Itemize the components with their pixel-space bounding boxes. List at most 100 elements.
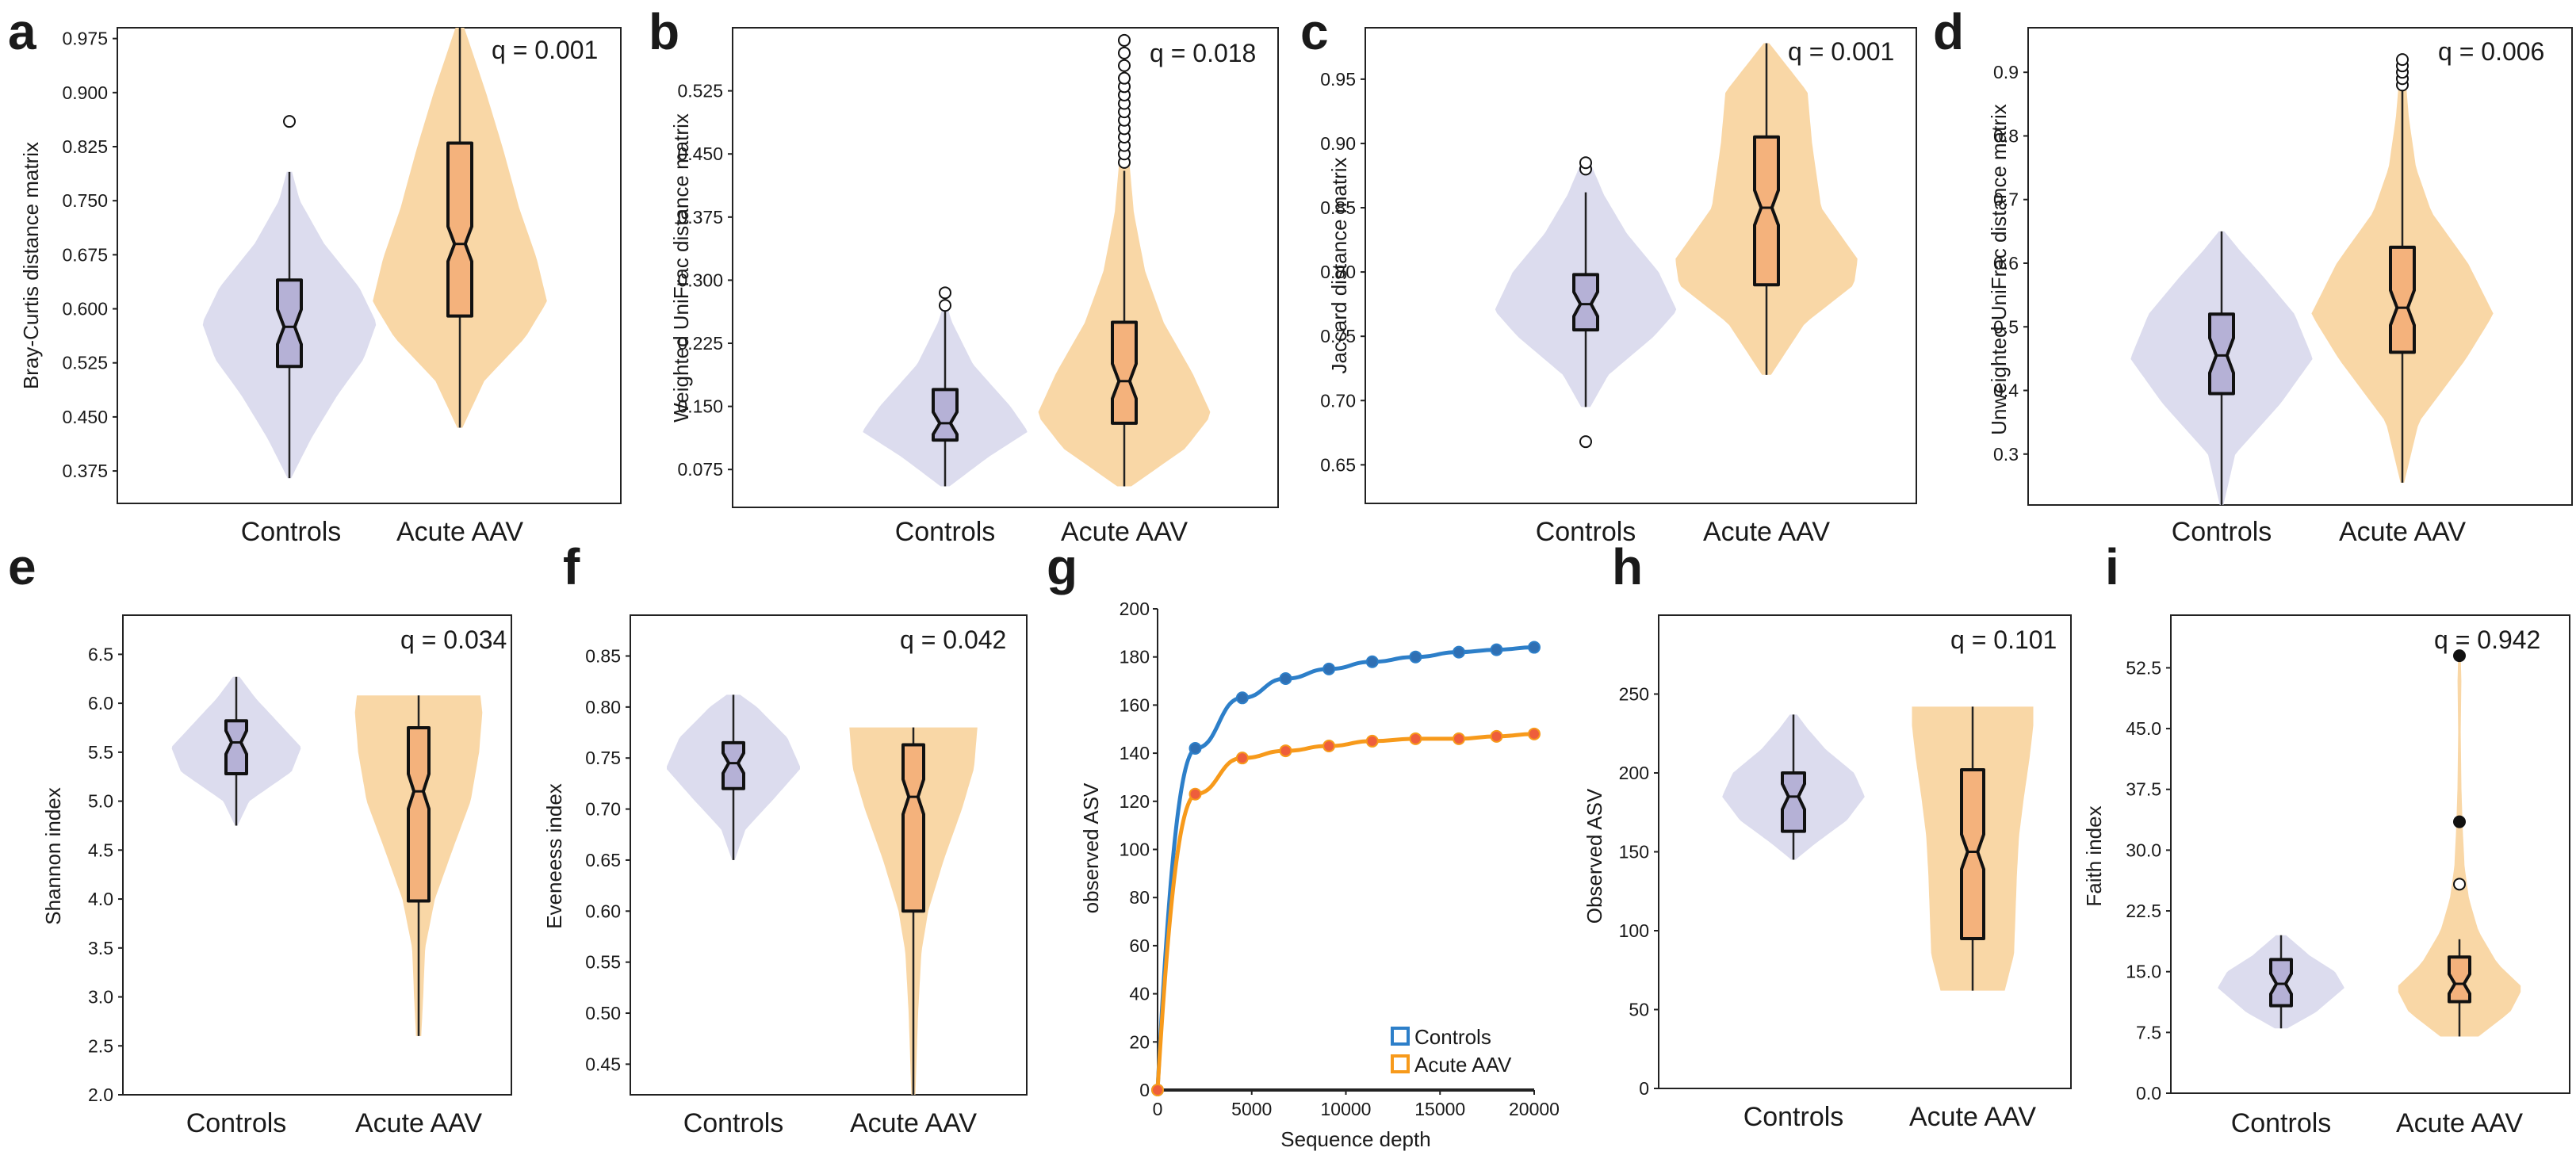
y-tick-label: 0.9 [1993,62,2019,82]
box-acute [407,726,431,903]
data-point-acute [1453,732,1465,745]
y-tick-label: 0.65 [1320,454,1356,475]
y-tick-label: 0.750 [62,190,108,211]
outlier-acute [1118,71,1131,85]
x-tick-label: 5000 [1231,1099,1272,1119]
q-value-e: q = 0.034 [400,625,507,654]
y-tick-label: 0.0 [2136,1083,2161,1104]
y-axis-label-d: Unweighted UniFrac distance matrix [1987,104,2011,435]
y-tick-label: 0.150 [677,396,723,417]
panel-g: g observed ASV Sequence depth 0 20 40 60 80 1… [1047,538,1560,1151]
y-tick-label: 30.0 [2126,840,2161,860]
x-tick-label: 10000 [1321,1099,1372,1119]
axes-g: 0 20 40 60 80 100 120 140 160 180 200 0 5000 10000 150… [1120,599,1560,1119]
data-point-acute [1235,752,1249,765]
panel-d: d q = 0.006 Unweighted UniFrac distance … [1933,3,2573,547]
data-point-controls [1365,655,1379,668]
y-tick-label: 0.60 [585,901,621,921]
q-value-i: q = 0.942 [2434,625,2540,654]
y-tick-label: 0.6 [1993,253,2019,273]
plot-frame-a [117,27,622,504]
data-point-acute [1528,727,1541,740]
violins-e [171,676,483,1036]
category-label-acute-a: Acute AAV [396,517,523,547]
q-value-c: q = 0.001 [1788,37,1894,66]
outlier-acute [2453,878,2466,891]
data-point-acute [1490,729,1503,743]
series-line-acute [1155,732,1535,1091]
box-controls [276,278,303,369]
y-tick-label: 40 [1129,984,1150,1004]
panel-h: h q = 0.101 Observed ASV 0 50 100 150 200 250… [1583,538,2072,1132]
y-tick-label: 0.525 [62,353,108,373]
violins-f [667,694,978,1095]
category-label-acute-b: Acute AAV [1061,517,1188,547]
violins-b [863,33,1211,487]
y-tick-label: 180 [1120,647,1150,667]
y-axis-label-b: Weighted UniFrac distance matrix [669,113,693,423]
y-ticks-a: 0.375 0.450 0.525 0.600 0.675 0.750 0.825 0.900… [62,29,117,481]
box-controls [1781,771,1806,833]
y-axis-label-h: Observed ASV [1583,788,1606,924]
data-point-acute [1409,732,1422,745]
y-tick-label: 0.50 [585,1003,621,1023]
outlier-acute [1118,59,1131,72]
y-tick-label: 0.450 [677,143,723,164]
data-point-controls [1188,742,1202,755]
data-point-acute [1322,739,1336,752]
y-tick-label: 5.0 [88,791,113,812]
y-tick-label: 140 [1120,743,1150,763]
violins-i [2218,649,2521,1037]
plot-frame-f [630,614,1028,1096]
box-acute [1111,320,1138,425]
y-tick-label: 0.80 [1320,262,1356,282]
category-label-acute-e: Acute AAV [355,1108,482,1138]
y-tick-label: 4.5 [88,840,113,860]
panel-letter-b: b [649,3,679,60]
y-tick-label: 150 [1619,842,1649,863]
legend-swatch-controls [1391,1027,1410,1046]
y-tick-label: 20 [1129,1031,1150,1052]
outlier-controls [283,115,296,128]
y-axis-label-e: Shannon index [41,787,65,924]
plot-frame-e [122,614,512,1096]
y-tick-label: 0 [1139,1080,1150,1100]
y-tick-label: 100 [1120,840,1150,860]
category-label-acute-h: Acute AAV [1909,1102,2036,1132]
y-tick-label: 0.450 [62,407,108,427]
y-tick-label: 0.65 [585,850,621,870]
y-axis-label-i: Faith index [2082,805,2106,906]
category-label-controls-i: Controls [2231,1108,2332,1138]
category-label-controls-a: Controls [241,517,342,547]
y-tick-label: 0.375 [677,207,723,228]
outlier-acute [2453,649,2466,663]
y-axis-label-g: observed ASV [1079,782,1103,913]
data-point-controls [1279,672,1292,686]
y-tick-label: 0.45 [585,1054,621,1074]
box-controls [224,719,248,775]
panel-b: b q = 0.018 Weighted UniFrac distance ma… [649,3,1279,547]
y-tick-label: 0.85 [1320,197,1356,218]
violin-acute [2398,656,2521,1037]
q-value-f: q = 0.042 [900,625,1006,654]
y-tick-label: 0.225 [677,333,723,354]
panel-e: e q = 0.034 Shannon index 2.0 2.5 3.0 3.5 4.… [8,538,512,1138]
panel-letter-i: i [2105,538,2119,595]
box-acute [1960,768,1985,940]
violins-d [2130,53,2494,505]
y-tick-label: 15.0 [2126,962,2161,982]
y-tick-label: 6.5 [88,644,113,664]
y-tick-label: 0.900 [62,82,108,103]
y-tick-label: 0.825 [62,136,108,157]
x-tick-label: 0 [1153,1099,1163,1119]
y-tick-label: 200 [1619,763,1649,783]
panel-letter-f: f [563,538,580,595]
data-point-acute [1151,1084,1164,1096]
lines-g [1151,641,1541,1096]
box-acute [901,743,925,913]
violins-h [1722,706,2034,991]
y-tick-label: 80 [1129,887,1150,908]
panel-i: i q = 0.942 Faith index 0.0 7.5 15.0 22.5 30… [2082,538,2570,1138]
legend-label-controls: Controls [1414,1025,1491,1049]
y-tick-label: 0.95 [1320,69,1356,90]
